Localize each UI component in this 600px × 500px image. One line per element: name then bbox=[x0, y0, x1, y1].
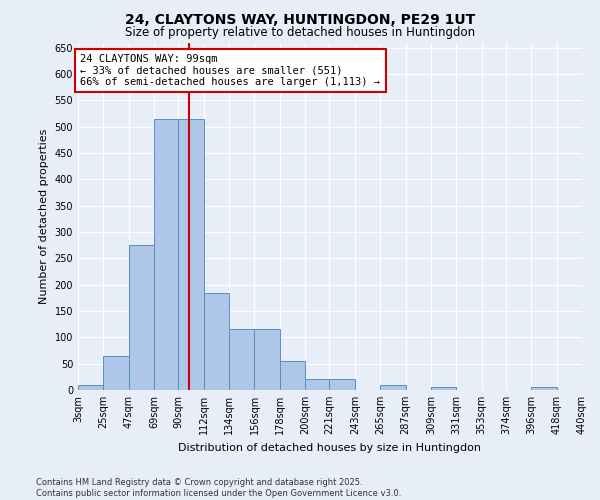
Text: Size of property relative to detached houses in Huntingdon: Size of property relative to detached ho… bbox=[125, 26, 475, 39]
Bar bbox=[78, 384, 103, 390]
Text: Contains HM Land Registry data © Crown copyright and database right 2025.
Contai: Contains HM Land Registry data © Crown c… bbox=[36, 478, 401, 498]
Y-axis label: Number of detached properties: Number of detached properties bbox=[39, 128, 49, 304]
Text: 24 CLAYTONS WAY: 99sqm
← 33% of detached houses are smaller (551)
66% of semi-de: 24 CLAYTONS WAY: 99sqm ← 33% of detached… bbox=[80, 54, 380, 88]
Bar bbox=[129, 245, 154, 390]
Bar bbox=[154, 119, 178, 390]
Text: 24, CLAYTONS WAY, HUNTINGDON, PE29 1UT: 24, CLAYTONS WAY, HUNTINGDON, PE29 1UT bbox=[125, 12, 475, 26]
Bar bbox=[531, 388, 557, 390]
Bar bbox=[380, 384, 406, 390]
Bar bbox=[305, 380, 329, 390]
Bar bbox=[229, 330, 254, 390]
Bar bbox=[254, 330, 280, 390]
Bar bbox=[280, 361, 305, 390]
Bar bbox=[431, 388, 456, 390]
Bar bbox=[178, 119, 204, 390]
X-axis label: Distribution of detached houses by size in Huntingdon: Distribution of detached houses by size … bbox=[179, 442, 482, 452]
Bar bbox=[204, 292, 229, 390]
Bar bbox=[103, 356, 129, 390]
Bar bbox=[329, 380, 355, 390]
